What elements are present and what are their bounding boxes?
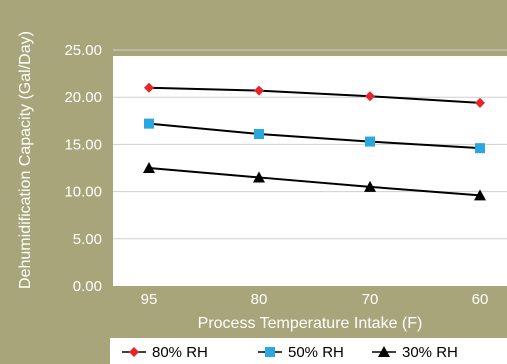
plot-area (113, 56, 507, 286)
legend-marker (129, 347, 139, 357)
x-tick-label: 70 (362, 291, 379, 308)
data-point (474, 189, 486, 201)
data-point (144, 82, 154, 93)
y-tick-label: 5.00 (73, 231, 102, 248)
data-point (365, 91, 375, 102)
y-axis-title: Dehumidification Capacity (Gal/Day) (17, 31, 34, 289)
legend-marker (378, 346, 390, 357)
legend-item: 80% RH (122, 344, 208, 361)
x-tick-label: 95 (141, 291, 158, 308)
x-tick-label: 60 (472, 291, 489, 308)
x-tick-labels: 95 80 70 60 (141, 291, 489, 308)
data-point (365, 136, 375, 147)
legend-box (110, 338, 507, 364)
data-point (364, 180, 376, 192)
series-line (148, 86, 481, 104)
data-point (144, 118, 154, 129)
legend-label: 80% RH (152, 344, 208, 361)
series-group (143, 82, 486, 201)
y-tick-label: 25.00 (64, 42, 102, 59)
y-tick-label: 20.00 (64, 89, 102, 106)
x-tick-label: 80 (251, 291, 268, 308)
legend-marker (265, 347, 275, 357)
series-0 (144, 82, 485, 108)
y-tick-label: 10.00 (64, 184, 102, 201)
data-point (253, 171, 265, 183)
series-1 (144, 118, 485, 154)
legend-item: 30% RH (372, 344, 458, 361)
data-point (143, 162, 155, 173)
series-line (148, 122, 481, 150)
series-line (148, 167, 481, 197)
legend-label: 30% RH (402, 344, 458, 361)
y-tick-label: 0.00 (73, 278, 102, 295)
x-axis-title: Process Temperature Intake (F) (198, 315, 423, 332)
data-point (254, 129, 264, 140)
data-point (254, 85, 264, 96)
series-2 (143, 162, 486, 201)
y-tick-label: 15.00 (64, 136, 102, 153)
data-point (475, 143, 485, 154)
legend-label: 50% RH (288, 344, 344, 361)
legend: 80% RH 50% RH 30% RH (122, 344, 458, 361)
data-point (475, 97, 485, 108)
legend-item: 50% RH (258, 344, 344, 361)
y-tick-labels: 0.00 5.00 10.00 15.00 20.00 25.00 (64, 42, 102, 295)
